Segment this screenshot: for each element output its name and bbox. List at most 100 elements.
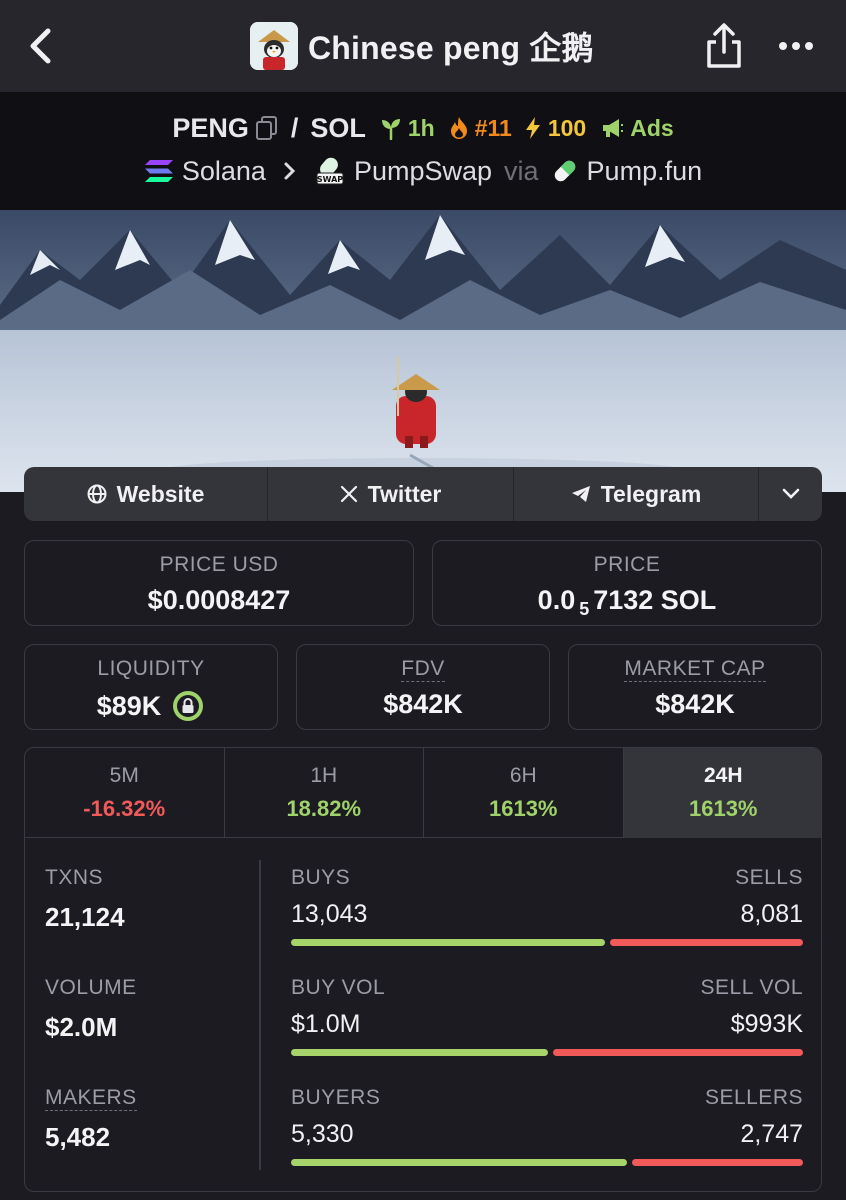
trending-rank: #11 xyxy=(474,114,512,141)
globe-icon xyxy=(87,484,107,504)
tab-6h[interactable]: 6H 1613% xyxy=(424,748,624,838)
buyers-sellers-row: BUYERS SELLERS 5,330 2,747 xyxy=(291,1086,803,1166)
top-nav: Chinese peng 企鹅 xyxy=(0,0,846,92)
quote-token: SOL xyxy=(310,112,366,143)
lock-icon[interactable] xyxy=(171,689,205,723)
chevron-down-icon xyxy=(782,488,799,499)
makers-stat: MAKERS 5,482 xyxy=(45,1086,137,1153)
buy-share-bar xyxy=(291,939,605,946)
share-icon xyxy=(707,23,741,68)
telegram-link[interactable]: Telegram xyxy=(514,467,759,521)
buy-vol-label: BUY VOL xyxy=(291,976,386,999)
ads-label[interactable]: Ads xyxy=(630,114,674,141)
sell-vol-value: $993K xyxy=(730,1010,803,1038)
price-usd-card: PRICE USD $0.0008427 xyxy=(24,540,414,626)
pair-age: 1h xyxy=(407,114,435,141)
market-cap-label[interactable]: MARKET CAP xyxy=(624,657,766,682)
website-label: Website xyxy=(116,480,205,507)
app-title: Chinese peng 企鹅 xyxy=(308,30,594,66)
pair-row: PENG / SOL 1h #11 100 Ads xyxy=(0,110,846,146)
buyers-value: 5,330 xyxy=(291,1120,354,1148)
liquidity-card: LIQUIDITY $89K xyxy=(24,644,278,730)
liquidity-value: $89K xyxy=(25,689,277,723)
buys-sells-row: BUYS SELLS 13,043 8,081 xyxy=(291,866,803,946)
buys-value: 13,043 xyxy=(291,900,368,928)
change-24h: 1613% xyxy=(688,796,758,821)
fdv-label[interactable]: FDV xyxy=(401,657,445,682)
sell-share-bar xyxy=(609,939,803,946)
price-native-label: PRICE xyxy=(593,553,661,576)
pumpswap-icon: SWAP xyxy=(316,157,344,185)
price-native-value: 0.0 5 7132 SOL xyxy=(537,585,717,619)
copy-icon[interactable] xyxy=(255,115,279,141)
liquidity-label: LIQUIDITY xyxy=(97,657,205,680)
buyers-sellers-bar xyxy=(291,1159,803,1166)
buy-vol-value: $1.0M xyxy=(291,1010,361,1038)
stats-divider xyxy=(259,860,261,1170)
via-label: via xyxy=(504,155,539,186)
x-icon xyxy=(340,485,357,503)
change-1h: 18.82% xyxy=(286,796,362,821)
tab-24h[interactable]: 24H 1613% xyxy=(623,748,821,838)
megaphone-icon xyxy=(603,119,624,137)
share-button[interactable] xyxy=(702,22,746,70)
price-usd-value: $0.0008427 xyxy=(147,585,291,615)
volume-stat: VOLUME $2.0M xyxy=(45,976,137,1043)
pair-header xyxy=(0,92,846,210)
flame-icon xyxy=(450,117,467,139)
tab-1h[interactable]: 1H 18.82% xyxy=(225,748,424,838)
volume-label: VOLUME xyxy=(45,976,137,999)
sellers-value: 2,747 xyxy=(740,1120,803,1148)
pair-separator: / xyxy=(290,112,299,143)
fdv-value: $842K xyxy=(383,689,463,719)
twitter-label: Twitter xyxy=(367,480,442,507)
buyers-label: BUYERS xyxy=(291,1086,381,1109)
more-links-button[interactable] xyxy=(759,467,822,521)
lightning-icon xyxy=(525,117,540,139)
back-button[interactable] xyxy=(22,24,58,68)
token-title: Chinese peng 企鹅 xyxy=(250,22,594,70)
sellers-label: SELLERS xyxy=(704,1086,803,1109)
social-links: Website Twitter Telegram xyxy=(24,467,822,521)
txns-value: 21,124 xyxy=(45,902,125,932)
price-usd-label: PRICE USD xyxy=(159,553,279,576)
makers-value: 5,482 xyxy=(45,1122,111,1152)
volume-split-bar xyxy=(291,1049,803,1056)
buys-label: BUYS xyxy=(291,866,351,889)
pill-icon xyxy=(554,160,575,182)
market-cap-card: MARKET CAP $842K xyxy=(568,644,822,730)
volume-value: $2.0M xyxy=(45,1012,118,1042)
website-link[interactable]: Website xyxy=(24,467,268,521)
makers-label[interactable]: MAKERS xyxy=(45,1086,137,1111)
tab-5m[interactable]: 5M -16.32% xyxy=(25,748,225,838)
price-native-card: PRICE 0.0 5 7132 SOL xyxy=(432,540,822,626)
sells-label: SELLS xyxy=(735,866,803,889)
dex-name[interactable]: PumpSwap xyxy=(353,155,493,186)
change-5m: -16.32% xyxy=(83,796,166,821)
launchpad-name[interactable]: Pump.fun xyxy=(586,155,703,186)
sells-value: 8,081 xyxy=(740,900,803,928)
fdv-card: FDV $842K xyxy=(296,644,550,730)
stats-panel: 5M -16.32% 1H 18.82% 6H 1613% 24H 1613% … xyxy=(24,747,822,1192)
sellers-bar xyxy=(631,1159,803,1166)
buyers-bar xyxy=(291,1159,627,1166)
chain-name[interactable]: Solana xyxy=(181,155,266,186)
route-row: Solana SWAP PumpSwap via Pump.fun xyxy=(0,152,846,190)
telegram-label: Telegram xyxy=(600,480,702,507)
token-banner-image xyxy=(0,210,846,492)
token-avatar xyxy=(250,22,298,70)
market-cap-value: $842K xyxy=(655,689,735,719)
txns-stat: TXNS 21,124 xyxy=(45,866,125,933)
svg-text:SWAP: SWAP xyxy=(317,175,343,184)
more-button[interactable] xyxy=(770,26,822,66)
back-arrow-icon xyxy=(30,28,51,64)
solana-icon xyxy=(144,160,173,182)
sell-vol-label: SELL VOL xyxy=(700,976,803,999)
sprout-icon xyxy=(381,119,400,140)
buy-vol-bar xyxy=(291,1049,548,1056)
buys-sells-bar xyxy=(291,939,803,946)
base-token: PENG xyxy=(172,112,249,143)
chevron-right-icon xyxy=(284,162,296,180)
telegram-icon xyxy=(571,486,590,502)
twitter-link[interactable]: Twitter xyxy=(268,467,514,521)
